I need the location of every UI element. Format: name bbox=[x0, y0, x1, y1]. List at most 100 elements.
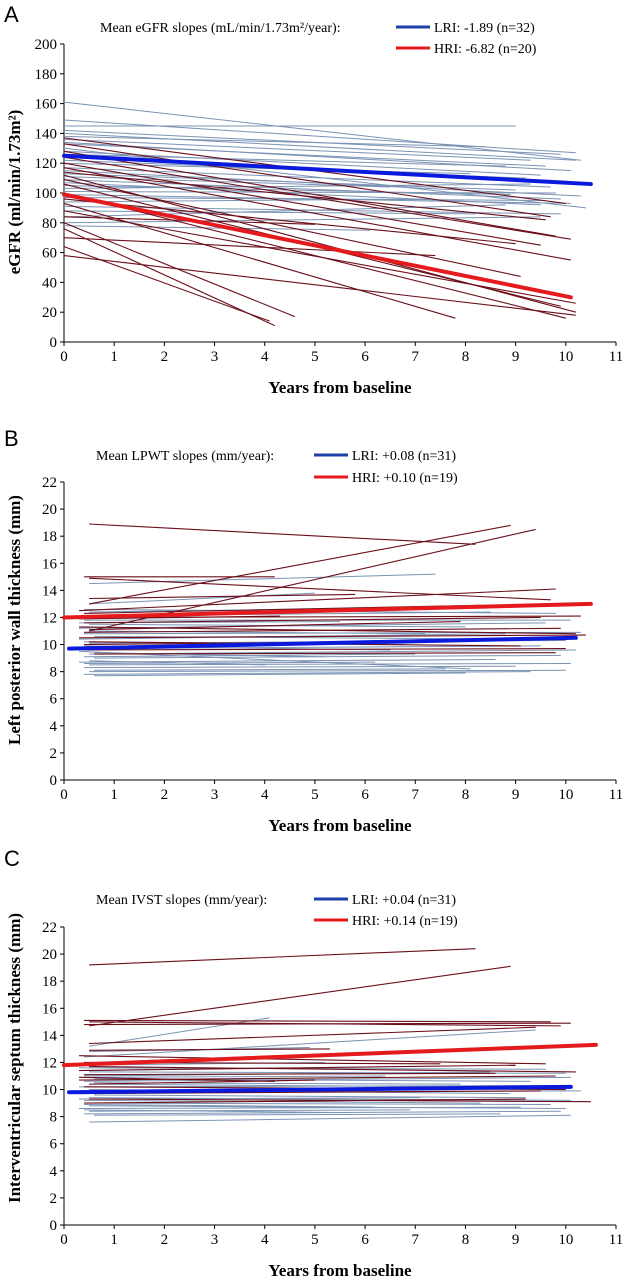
panel-c-legend-hri: HRI: +0.14 (n=19) bbox=[352, 914, 458, 929]
panel-a-lri-individual-line bbox=[63, 225, 371, 231]
panel-c-y-tick-label: 6 bbox=[50, 1137, 58, 1153]
panel-c-hri-individual-line bbox=[89, 1079, 315, 1085]
panel-c-lri-individual-line bbox=[89, 1109, 411, 1112]
panel-a-lri-individual-line bbox=[63, 216, 541, 224]
panel-b-x-tick-label: 6 bbox=[361, 787, 369, 803]
panel-a-hri-individual-line bbox=[63, 162, 541, 246]
panel-c-lri-individual-line bbox=[94, 1094, 526, 1099]
panel-b-x-axis-label: Years from baseline bbox=[268, 816, 412, 835]
panel-b-hri-individual-line bbox=[89, 620, 461, 631]
panel-b-hri-individual-line bbox=[84, 648, 566, 651]
panel-c-y-axis-label: Interventricular septum thickness (mm) bbox=[5, 913, 24, 1203]
panel-b-hri-individual-line bbox=[94, 652, 556, 655]
panel-a-hri-individual-line bbox=[63, 246, 270, 322]
panel-c-hri-individual-line bbox=[84, 1098, 526, 1104]
panel-a-y-tick-label: 40 bbox=[42, 275, 57, 291]
panel-a-x-tick-label: 2 bbox=[161, 349, 169, 365]
panel-a-hri-individual-line bbox=[63, 167, 571, 261]
panel-c-hri-mean-line bbox=[62, 1042, 598, 1068]
panel-c-lri-individual-line bbox=[79, 1084, 561, 1088]
panel-b-x-tick-label: 4 bbox=[261, 787, 269, 803]
panel-a-hri-individual-line bbox=[63, 210, 576, 304]
panel-a-hri-individual-line bbox=[63, 198, 516, 245]
panel-c-hri-individual-line bbox=[84, 1019, 551, 1023]
panel-b-y-tick-label: 4 bbox=[50, 719, 58, 735]
panel-b-lri-individual-line bbox=[79, 622, 546, 629]
panel-c-lri-individual-line bbox=[79, 1106, 521, 1110]
panel-c-x-tick-label: 5 bbox=[311, 1232, 319, 1248]
panel-a-legend-lri: LRI: -1.89 (n=32) bbox=[434, 21, 535, 36]
panel-b-lri-individual-line bbox=[89, 663, 571, 666]
panel-c-hri-individual-line bbox=[84, 1072, 496, 1076]
panel-b-y-tick-label: 12 bbox=[42, 610, 57, 626]
panel-a-letter: A bbox=[4, 2, 19, 27]
panel-a-x-tick-label: 6 bbox=[361, 349, 369, 365]
panel-c-x-tick-label: 10 bbox=[558, 1232, 573, 1248]
panel-c-hri-individual-line bbox=[89, 948, 476, 966]
panel-c-hri-individual-line bbox=[89, 1065, 576, 1073]
panel-c-x-tick-label: 4 bbox=[261, 1232, 269, 1248]
panel-a-x-axis-label: Years from baseline bbox=[268, 378, 412, 397]
panel-c-x-tick-label: 11 bbox=[609, 1232, 623, 1248]
panel-b-lri-individual-line bbox=[84, 671, 531, 675]
panel-c-hri-individual-line bbox=[79, 1055, 546, 1065]
panel-a-hri-individual-line bbox=[63, 192, 566, 319]
panel-b-hri-mean-line bbox=[62, 601, 593, 620]
panel-c-lri-individual-line bbox=[84, 1029, 536, 1058]
panel-b-y-tick-label: 0 bbox=[50, 773, 58, 789]
panel-c-lri-individual-line bbox=[84, 1076, 571, 1082]
panel-c-hri-individual-line bbox=[89, 965, 511, 1027]
panel-a-lri-individual-line bbox=[63, 176, 391, 188]
panel-a-y-tick-label: 160 bbox=[35, 97, 58, 113]
panel-b-lri-individual-line bbox=[94, 668, 446, 671]
panel-b-lri-individual-line bbox=[89, 573, 436, 585]
panel-c-y-tick-label: 22 bbox=[42, 920, 57, 936]
panel-b-letter: B bbox=[4, 426, 19, 451]
panel-c-legend-lri: LRI: +0.04 (n=31) bbox=[352, 893, 456, 908]
panel-a-legend-title: Mean eGFR slopes (mL/min/1.73m²/year): bbox=[100, 21, 341, 36]
panel-c-y-tick-label: 20 bbox=[42, 947, 57, 963]
panel-b-y-tick-label: 8 bbox=[50, 665, 58, 681]
panel-a-hri-individual-line bbox=[63, 228, 275, 327]
panel-a-hri-individual-line bbox=[63, 237, 436, 257]
panel-a-lri-individual-line bbox=[63, 210, 476, 215]
panel-b-hri-individual-line bbox=[89, 577, 551, 601]
panel-a-hri-individual-line bbox=[63, 222, 296, 318]
panel-b-x-tick-label: 0 bbox=[60, 787, 68, 803]
panel-b-lri-individual-line bbox=[79, 658, 496, 663]
panel-c-hri-individual-line bbox=[84, 1022, 571, 1026]
panel-a-lri-individual-line bbox=[63, 204, 506, 218]
panel-c-y-tick-label: 14 bbox=[42, 1028, 58, 1044]
panel-b-x-tick-label: 3 bbox=[211, 787, 219, 803]
panel-b-y-tick-label: 2 bbox=[50, 746, 58, 762]
panel-a-y-tick-label: 100 bbox=[35, 186, 58, 202]
panel-a-hri-individual-line bbox=[63, 179, 521, 277]
panel-c-lri-individual-line bbox=[94, 1113, 501, 1116]
panel-b-lri-mean-line bbox=[67, 635, 578, 651]
panel-b-y-tick-label: 14 bbox=[42, 583, 58, 599]
panel-a-y-tick-label: 60 bbox=[42, 246, 57, 262]
panel-a-x-tick-label: 8 bbox=[462, 349, 470, 365]
panel-a-y-tick-label: 180 bbox=[35, 67, 58, 83]
panel-b-hri-individual-line bbox=[89, 523, 476, 545]
panel-a-y-tick-label: 140 bbox=[35, 126, 58, 142]
panel-b-x-tick-label: 8 bbox=[462, 787, 470, 803]
panel-c-letter: C bbox=[4, 846, 20, 871]
panel-a-y-axis-label: eGFR (ml/min/1.73m²) bbox=[5, 110, 24, 275]
panel-a-lri-individual-line bbox=[63, 138, 531, 161]
panel-a-hri-individual-line bbox=[63, 150, 556, 237]
panel-c-x-tick-label: 9 bbox=[512, 1232, 520, 1248]
panel-c-lri-mean-line bbox=[67, 1084, 573, 1095]
panel-a-plot: 0 20 40 60 80 100 120 140 160 180 200 0 1 2 3 4 5 6 7 8 9 10 1… bbox=[35, 37, 624, 365]
panel-b-hri-individual-line bbox=[79, 634, 586, 639]
panel-a-y-tick-label: 80 bbox=[42, 216, 57, 232]
panel-b-lri-individual-line bbox=[89, 669, 566, 673]
panel-b-hri-individual-line bbox=[79, 588, 556, 612]
panel-b-hri-individual-line bbox=[84, 616, 541, 624]
panel-b-lri-individual-line bbox=[94, 652, 325, 658]
panel-c-lri-individual-line bbox=[89, 1075, 386, 1078]
panel-a-lri-individual-line bbox=[63, 183, 531, 190]
